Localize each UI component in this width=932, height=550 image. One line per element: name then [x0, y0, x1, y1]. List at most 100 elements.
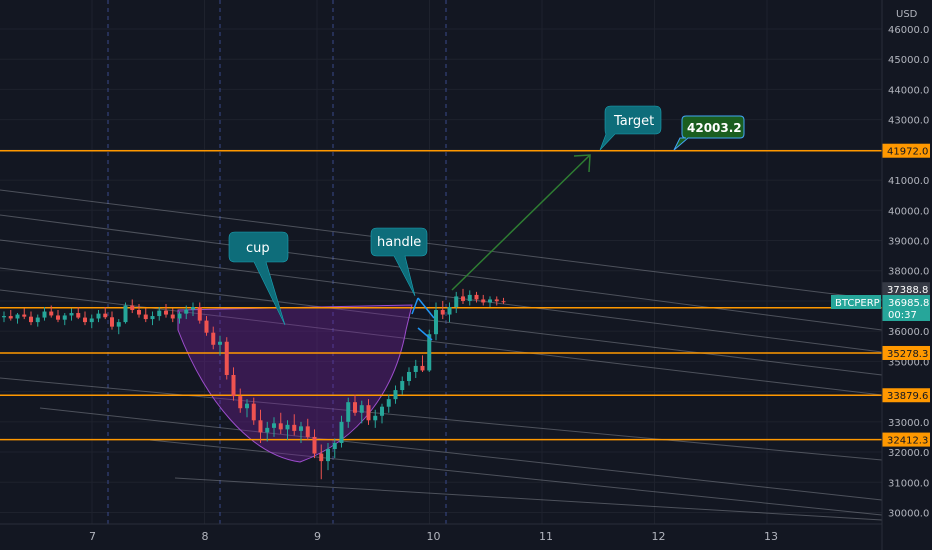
candle — [56, 310, 60, 323]
candle — [326, 442, 330, 471]
candle — [251, 397, 256, 425]
candle — [110, 311, 114, 330]
time-tick-label: 13 — [764, 530, 778, 543]
candle — [346, 397, 351, 428]
candle — [42, 306, 47, 321]
cup-shape[interactable] — [177, 304, 413, 463]
handle-label: handle — [377, 235, 421, 250]
svg-text:33879.6: 33879.6 — [887, 391, 928, 402]
candle — [400, 376, 405, 395]
horizontal-levels — [0, 149, 882, 441]
candle — [143, 308, 148, 323]
candle — [211, 326, 216, 350]
candle — [474, 291, 479, 303]
svg-text:35278.3: 35278.3 — [887, 349, 928, 360]
candle — [218, 335, 222, 356]
candle — [204, 316, 209, 336]
candle — [116, 319, 121, 335]
candle — [29, 311, 33, 326]
last-price-tag: BTCPERP 36985.8 00:37 — [831, 295, 930, 321]
candle — [49, 305, 54, 318]
candle — [278, 412, 283, 434]
candle — [312, 429, 317, 459]
channel-lines — [0, 189, 883, 521]
current-price: 36985.8 — [888, 298, 929, 309]
candle — [332, 438, 337, 459]
time-tick-labels: 7 8 9 10 11 12 13 — [89, 530, 778, 543]
candle — [292, 414, 297, 436]
target-price-callout[interactable]: 42003.2 — [673, 115, 745, 151]
candle — [319, 444, 324, 480]
target-callout[interactable]: Target — [599, 105, 662, 151]
candle — [130, 299, 135, 314]
candle — [305, 418, 310, 440]
candle — [8, 310, 13, 321]
candle — [407, 367, 411, 386]
candle — [197, 302, 202, 324]
candle — [103, 306, 108, 320]
channel-line — [0, 214, 883, 331]
price-axis[interactable]: USD 46000.045000.044000.043000.042000.04… — [831, 9, 930, 519]
time-axis[interactable]: 7 8 9 10 11 12 13 — [0, 523, 882, 543]
target-arrow[interactable] — [451, 154, 591, 291]
channel-line — [0, 377, 883, 461]
cup-callout[interactable]: cup — [228, 231, 289, 326]
candle — [339, 415, 344, 448]
candle — [191, 302, 195, 317]
candle — [380, 403, 384, 424]
candle — [386, 394, 391, 413]
candle — [123, 302, 128, 324]
candle — [245, 399, 249, 418]
cup-label: cup — [246, 241, 270, 256]
candle — [366, 399, 371, 425]
candle — [413, 359, 418, 379]
channel-line — [0, 189, 883, 301]
candle — [265, 421, 270, 442]
price-label-l32412: 32412.3 — [882, 432, 930, 447]
price-tick-label: 40000.0 — [888, 206, 929, 217]
svg-text:41972.0: 41972.0 — [887, 147, 928, 158]
candle — [467, 290, 472, 306]
candle — [258, 409, 263, 443]
candle — [89, 314, 94, 329]
candle — [76, 306, 81, 320]
price-tick-label: 32000.0 — [888, 448, 929, 459]
candle — [488, 296, 492, 307]
channel-line — [149, 439, 883, 516]
candle — [461, 288, 465, 304]
price-label-l33879: 33879.6 — [882, 388, 930, 403]
target-label: Target — [613, 114, 654, 129]
price-tick-label: 44000.0 — [888, 85, 929, 96]
candle — [494, 296, 499, 306]
candle — [150, 311, 155, 326]
time-tick-label: 10 — [427, 530, 441, 543]
handle-callout[interactable]: handle — [370, 227, 428, 297]
candle — [434, 302, 438, 341]
candle — [83, 311, 87, 326]
candle — [15, 313, 20, 324]
candle — [501, 297, 506, 304]
price-label-high: 37388.8 — [882, 282, 930, 297]
candlestick-series — [2, 288, 506, 480]
candle — [184, 305, 189, 320]
price-tick-label: 30000.0 — [888, 508, 929, 519]
svg-text:32412.3: 32412.3 — [887, 436, 928, 447]
channel-line — [174, 477, 883, 521]
candle — [454, 291, 459, 314]
time-tick-label: 9 — [314, 530, 321, 543]
price-tick-label: 45000.0 — [888, 55, 929, 66]
candle — [164, 303, 168, 318]
time-tick-label: 11 — [539, 530, 553, 543]
countdown-timer: 00:37 — [888, 310, 917, 321]
candle — [137, 303, 141, 318]
channel-line — [0, 239, 883, 353]
candle — [96, 310, 101, 323]
price-tick-label: 39000.0 — [888, 237, 929, 248]
candle — [447, 302, 452, 323]
price-tick-label: 43000.0 — [888, 116, 929, 127]
price-tick-label: 31000.0 — [888, 478, 929, 489]
time-tick-label: 7 — [89, 530, 96, 543]
candle — [272, 417, 276, 437]
